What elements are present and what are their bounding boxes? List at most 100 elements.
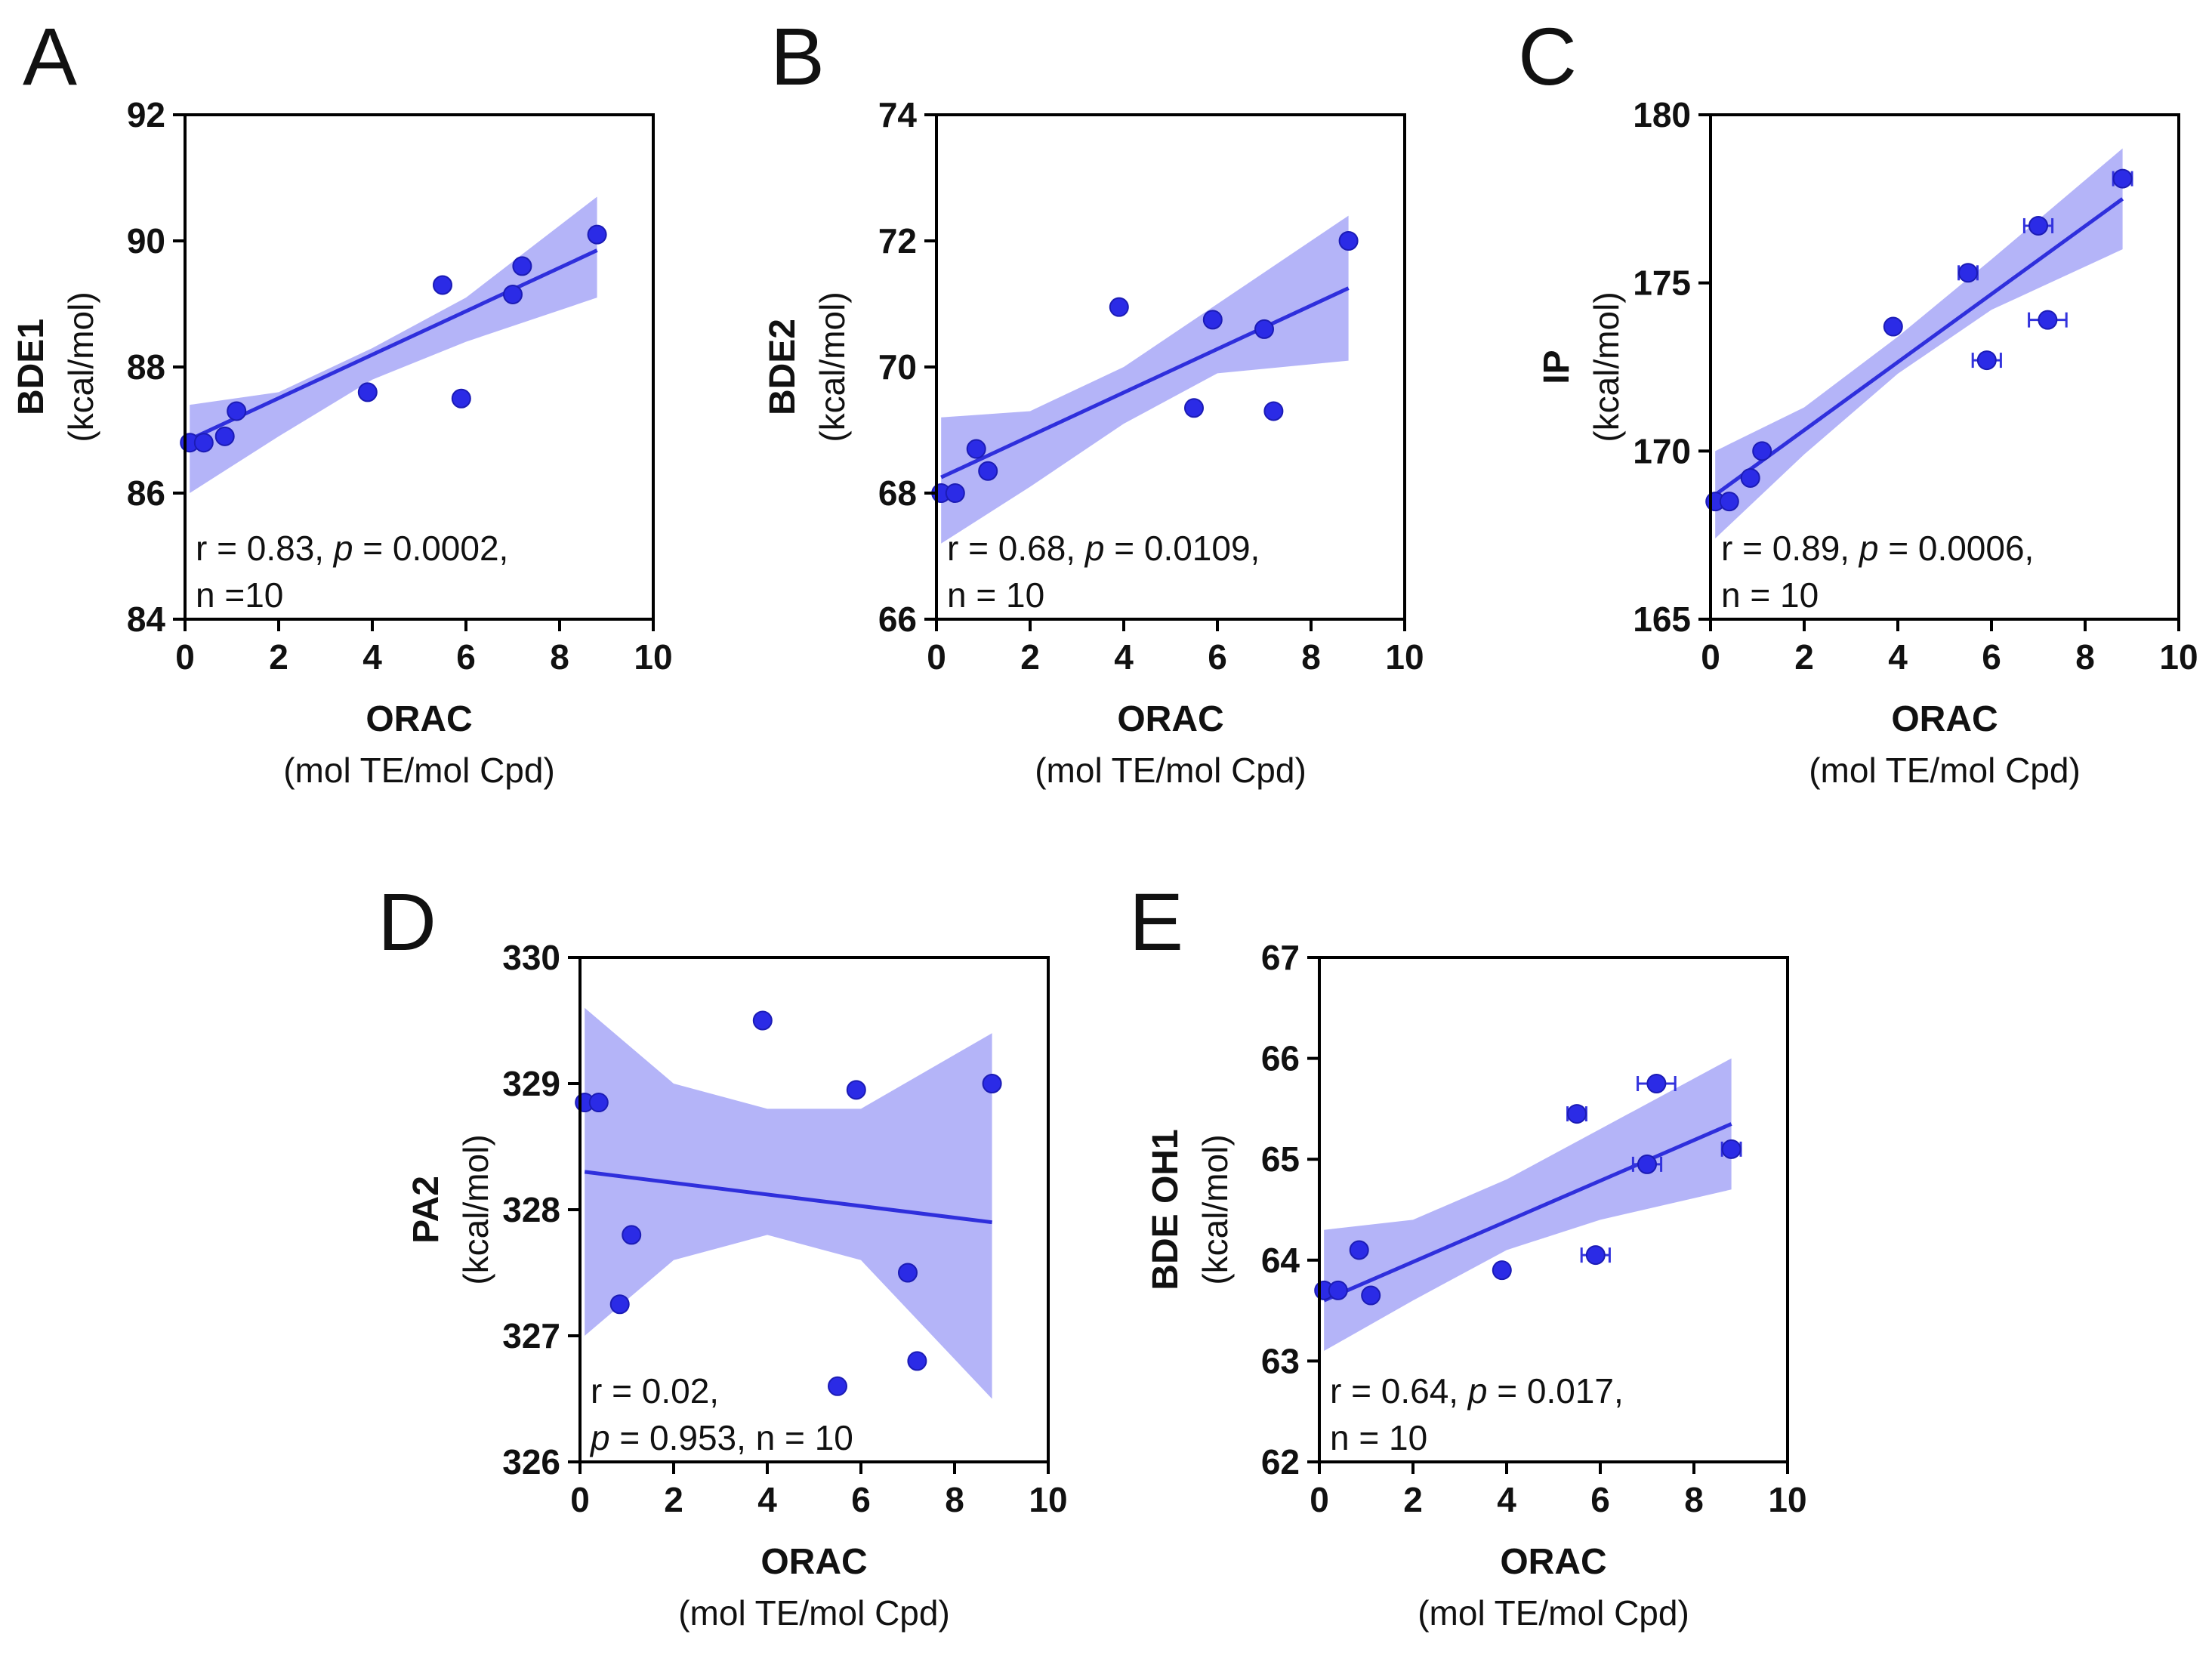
x-tick-label: 4 — [1497, 1480, 1516, 1519]
stats-text: n = 10 — [947, 575, 1044, 615]
data-point — [966, 439, 986, 459]
y-tick-label: 165 — [1633, 600, 1691, 639]
data-point — [2112, 168, 2133, 189]
stats-text: = 0.0109, — [1104, 529, 1260, 568]
y-tick-label: 72 — [878, 221, 917, 261]
panel-c: C 0 2 4 6 8 10 165 170 175 180 ORAC (mol TE/mol Cpd)… — [1518, 11, 2198, 790]
data-point — [1184, 398, 1204, 418]
x-axis-title: ORAC — [760, 1542, 867, 1582]
x-tick-label: 4 — [362, 637, 382, 677]
stats-line-1: r = 0.68, p = 0.0109, — [947, 529, 1260, 568]
x-tick-label: 10 — [1385, 637, 1424, 677]
y-tick-label: 330 — [502, 938, 560, 977]
data-point — [1567, 1104, 1587, 1124]
data-point — [1254, 319, 1274, 339]
x-tick-label: 0 — [1310, 1480, 1329, 1519]
panel-e: E 0 2 4 6 8 10 62 63 64 65 66 67 ORAC (mol TE/mol Cpd)… — [1129, 876, 1807, 1633]
stats-text: = 0.0006, — [1878, 529, 2034, 568]
data-point — [1109, 297, 1129, 317]
p-symbol: p — [1084, 529, 1105, 568]
stats-line-2: n = 10 — [947, 575, 1044, 615]
data-point — [609, 1294, 630, 1315]
y-tick-label: 329 — [502, 1064, 560, 1103]
x-tick-label: 8 — [1301, 637, 1321, 677]
stats-text: n = 10 — [1721, 575, 1819, 615]
x-tick-label: 0 — [570, 1480, 590, 1519]
data-point — [1263, 401, 1284, 421]
x-tick-label: 6 — [1590, 1480, 1610, 1519]
stats-line-2: n = 10 — [1330, 1418, 1427, 1457]
data-point — [503, 284, 523, 304]
y-axis-units: (kcal/mol) — [61, 291, 100, 442]
x-tick-label: 0 — [1701, 637, 1720, 677]
data-point — [1637, 1154, 1657, 1174]
x-tick-label: 10 — [1029, 1480, 1067, 1519]
y-tick-label: 88 — [127, 347, 165, 387]
x-tick-label: 4 — [1114, 637, 1134, 677]
data-point — [2038, 310, 2058, 330]
data-point — [214, 426, 235, 446]
stats-text: r = 0.68, — [947, 529, 1085, 568]
stats-text: r = 0.89, — [1721, 529, 1859, 568]
panel-letter: E — [1129, 876, 1183, 967]
y-tick-label: 86 — [127, 473, 165, 513]
stats-text: n =10 — [196, 575, 283, 615]
y-tick-label: 180 — [1633, 95, 1691, 134]
y-tick-label: 74 — [878, 95, 918, 134]
data-point — [1646, 1074, 1667, 1093]
y-tick-label: 327 — [502, 1316, 560, 1355]
stats-text: r = 0.83, — [196, 529, 334, 568]
data-point — [978, 461, 998, 481]
x-tick-label: 10 — [1768, 1480, 1806, 1519]
x-tick-label: 6 — [1982, 637, 2001, 677]
data-point — [193, 433, 214, 453]
y-axis-units: (kcal/mol) — [456, 1134, 495, 1284]
data-point — [1883, 316, 1903, 337]
data-point — [1361, 1285, 1381, 1306]
y-axis-units: (kcal/mol) — [813, 291, 852, 442]
panel-letter: D — [378, 876, 437, 967]
data-point — [1338, 231, 1359, 251]
data-point — [1752, 441, 1772, 461]
panel-letter: C — [1518, 11, 1577, 102]
x-tick-label: 0 — [927, 637, 946, 677]
x-tick-label: 10 — [2159, 637, 2198, 677]
stats-annotation: r = 0.89, p = 0.0006, n = 10 — [1721, 529, 2034, 615]
data-point — [622, 1225, 642, 1245]
data-point — [1721, 1139, 1742, 1159]
data-point — [1492, 1260, 1512, 1281]
p-symbol: p — [589, 1418, 610, 1457]
panel-letter: A — [23, 11, 77, 102]
stats-text: n = 10 — [1330, 1418, 1427, 1457]
x-tick-label: 0 — [175, 637, 195, 677]
data-point — [2028, 215, 2048, 236]
regression-line — [1323, 1122, 1732, 1303]
data-point — [982, 1074, 1002, 1093]
stats-line-1: r = 0.89, p = 0.0006, — [1721, 529, 2034, 568]
stats-annotation: r = 0.68, p = 0.0109, n = 10 — [947, 529, 1260, 615]
data-point — [1202, 310, 1223, 330]
regression-line — [940, 286, 1350, 479]
stats-line-1: r = 0.02, — [591, 1371, 719, 1411]
data-point — [846, 1080, 866, 1100]
regression-line — [1714, 197, 2124, 497]
p-symbol: p — [332, 529, 353, 568]
x-tick-label: 2 — [1020, 637, 1040, 677]
x-axis-title: ORAC — [1500, 1542, 1606, 1582]
data-point — [1585, 1245, 1606, 1266]
y-axis-units: (kcal/mol) — [1587, 291, 1626, 442]
data-point — [945, 483, 965, 503]
x-tick-label: 6 — [456, 637, 476, 677]
data-point — [451, 388, 471, 409]
x-tick-label: 8 — [550, 637, 569, 677]
stats-line-1: r = 0.83, p = 0.0002, — [196, 529, 508, 568]
y-tick-label: 66 — [1261, 1039, 1300, 1078]
stats-line-2: n =10 — [196, 575, 283, 615]
stats-line-2: n = 10 — [1721, 575, 1819, 615]
stats-line-1: r = 0.64, p = 0.017, — [1330, 1371, 1624, 1411]
x-tick-label: 4 — [757, 1480, 777, 1519]
data-point — [433, 275, 452, 295]
x-tick-label: 2 — [1403, 1480, 1423, 1519]
